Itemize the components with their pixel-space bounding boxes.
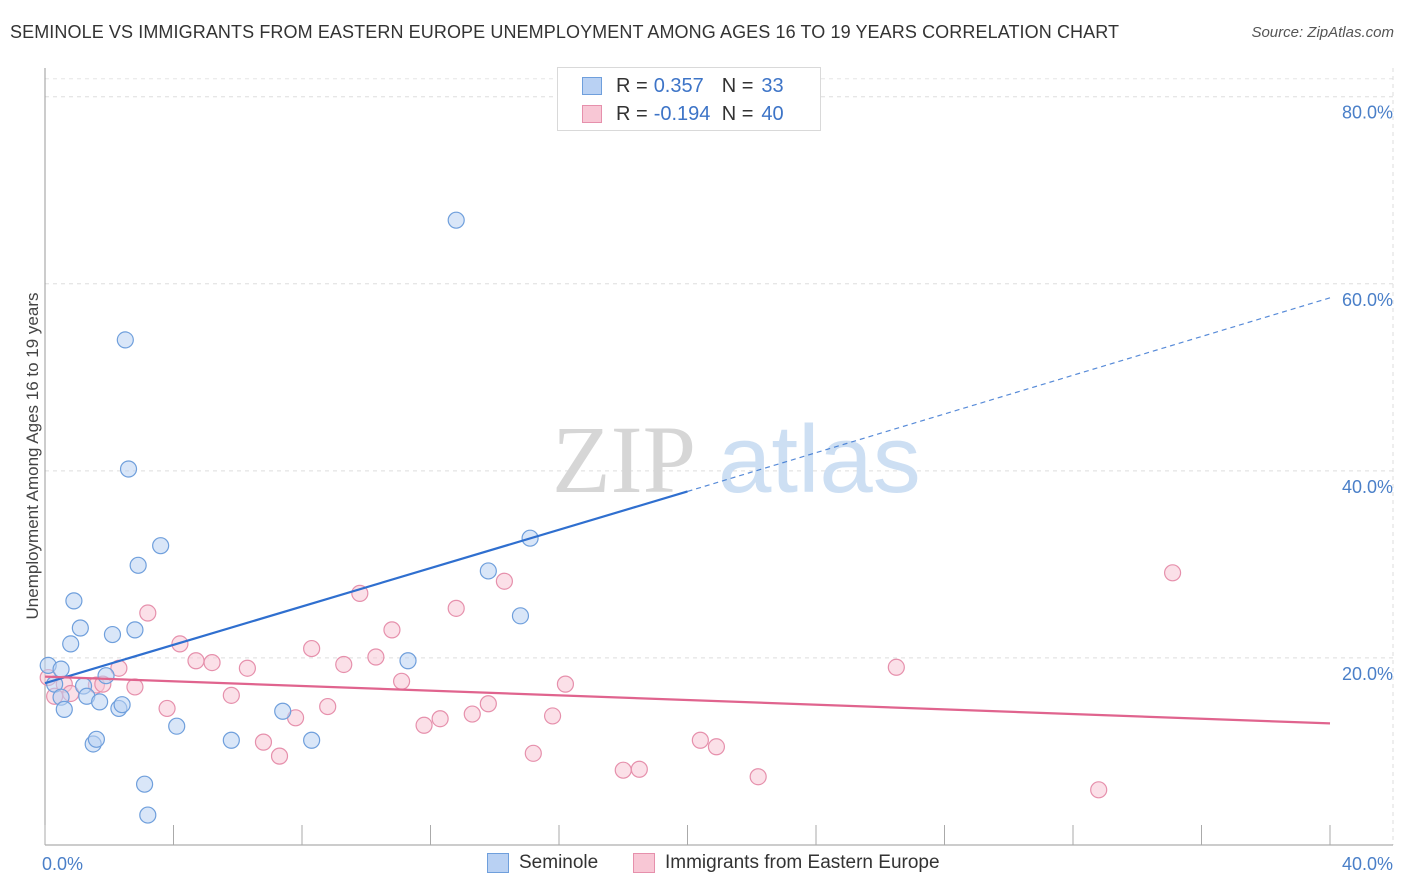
immigrants-point [139,604,157,622]
watermark-zip: ZIP [552,406,696,513]
seminole-point [168,717,186,735]
seminole-point [274,702,292,720]
immigrants-point [524,744,542,762]
seminole-trend-line [44,490,688,685]
seminole-point [303,731,321,749]
legend-r-label: R = [616,102,648,125]
seminole-point [91,693,109,711]
seminole-point [55,700,73,718]
y-tick-label: 40.0% [1342,477,1393,497]
seminole-point [113,696,131,714]
seminole-point [116,331,134,349]
seminole-trend-extension [687,297,1331,493]
immigrants-point [887,658,905,676]
seminole-point [52,660,70,678]
trend-lines [44,297,1331,725]
legend-n-label: N = [721,102,754,125]
chart-title: SEMINOLE VS IMMIGRANTS FROM EASTERN EURO… [10,22,1120,42]
seminole-point [447,211,465,229]
seminole-point [479,562,497,580]
grid-lines [45,68,1394,845]
legend-swatch-seminole [582,77,602,95]
immigrants-point [614,761,632,779]
axes [44,68,1393,846]
seminole-point [87,730,106,748]
x-tick-label: 40.0% [1342,854,1393,874]
legend-r-value-seminole: 0.357 [653,74,704,97]
immigrants-point [479,695,497,713]
legend-row-seminole: R = 0.357 N = 33 [582,74,784,98]
y-tick-label: 60.0% [1342,290,1393,310]
legend-swatch-immigrants [633,853,655,873]
seminole-point [135,775,154,793]
immigrants-point [270,747,289,765]
legend-label-immigrants: Immigrants from Eastern Europe [665,852,940,873]
immigrants-point [335,655,353,674]
immigrants-point [203,654,221,672]
legend-swatch-seminole [487,853,509,873]
immigrants-point [303,639,321,658]
legend-label-seminole: Seminole [519,852,599,873]
seminole-point [103,625,122,644]
seminole-point [152,537,170,555]
immigrants-point [126,678,144,696]
immigrants-point [1163,564,1182,582]
immigrants-point [392,672,411,690]
immigrants-point [495,572,513,590]
x-tick-labels: 0.0% 40.0% [42,854,1393,874]
source-label: Source: ZipAtlas.com [1251,24,1394,41]
legend-r-value-immigrants: -0.194 [653,102,711,125]
legend-r-label: R = [616,74,648,97]
legend-n-value-seminole: 33 [761,74,784,97]
seminole-point [129,556,147,574]
legend-item-seminole[interactable]: Seminole [487,852,598,874]
seminole-point [65,592,83,610]
immigrants-point [543,707,562,725]
series-seminole-points [39,211,539,824]
immigrants-point [238,659,256,677]
legend-n-value-immigrants: 40 [761,102,784,125]
immigrants-point [222,686,240,704]
immigrants-point [431,710,449,728]
immigrants-point [187,652,205,670]
y-axis-label: Unemployment Among Ages 16 to 19 years [23,293,42,620]
series-legend: Seminole Immigrants from Eastern Europe [0,852,1406,876]
y-tick-labels: 20.0% 40.0% 60.0% 80.0% [1342,103,1393,684]
immigrants-point [749,768,767,786]
immigrants-trend-line [44,675,1331,725]
immigrants-point [556,675,575,693]
legend-row-immigrants: R = -0.194 N = 40 [582,102,784,126]
seminole-point [511,607,530,625]
seminole-point [222,731,240,749]
immigrants-point [463,705,481,723]
immigrants-point [367,648,385,666]
seminole-point [71,619,89,637]
immigrants-point [707,738,726,756]
immigrants-point [1090,781,1108,799]
y-tick-label: 80.0% [1342,103,1393,123]
seminole-point [139,806,157,824]
x-tick-label: 0.0% [42,854,83,874]
y-tick-label: 20.0% [1342,664,1393,684]
legend-n-label: N = [721,74,754,97]
legend-swatch-immigrants [582,105,602,123]
legend-item-immigrants[interactable]: Immigrants from Eastern Europe [633,852,940,874]
seminole-point [97,667,115,685]
immigrants-point [254,733,273,751]
seminole-point [399,652,417,670]
immigrants-point [319,697,337,716]
seminole-point [119,460,138,478]
seminole-point [126,621,144,639]
immigrants-point [383,621,401,639]
immigrants-point [630,760,648,778]
watermark-atlas: atlas [718,406,921,513]
immigrants-point [415,716,433,734]
series-immigrants-points [39,564,1182,799]
immigrants-point [691,731,709,749]
seminole-point [62,635,80,653]
correlation-legend: R = 0.357 N = 33 R = -0.194 N = 40 [557,67,821,131]
immigrants-point [158,699,176,718]
immigrants-point [447,599,465,617]
